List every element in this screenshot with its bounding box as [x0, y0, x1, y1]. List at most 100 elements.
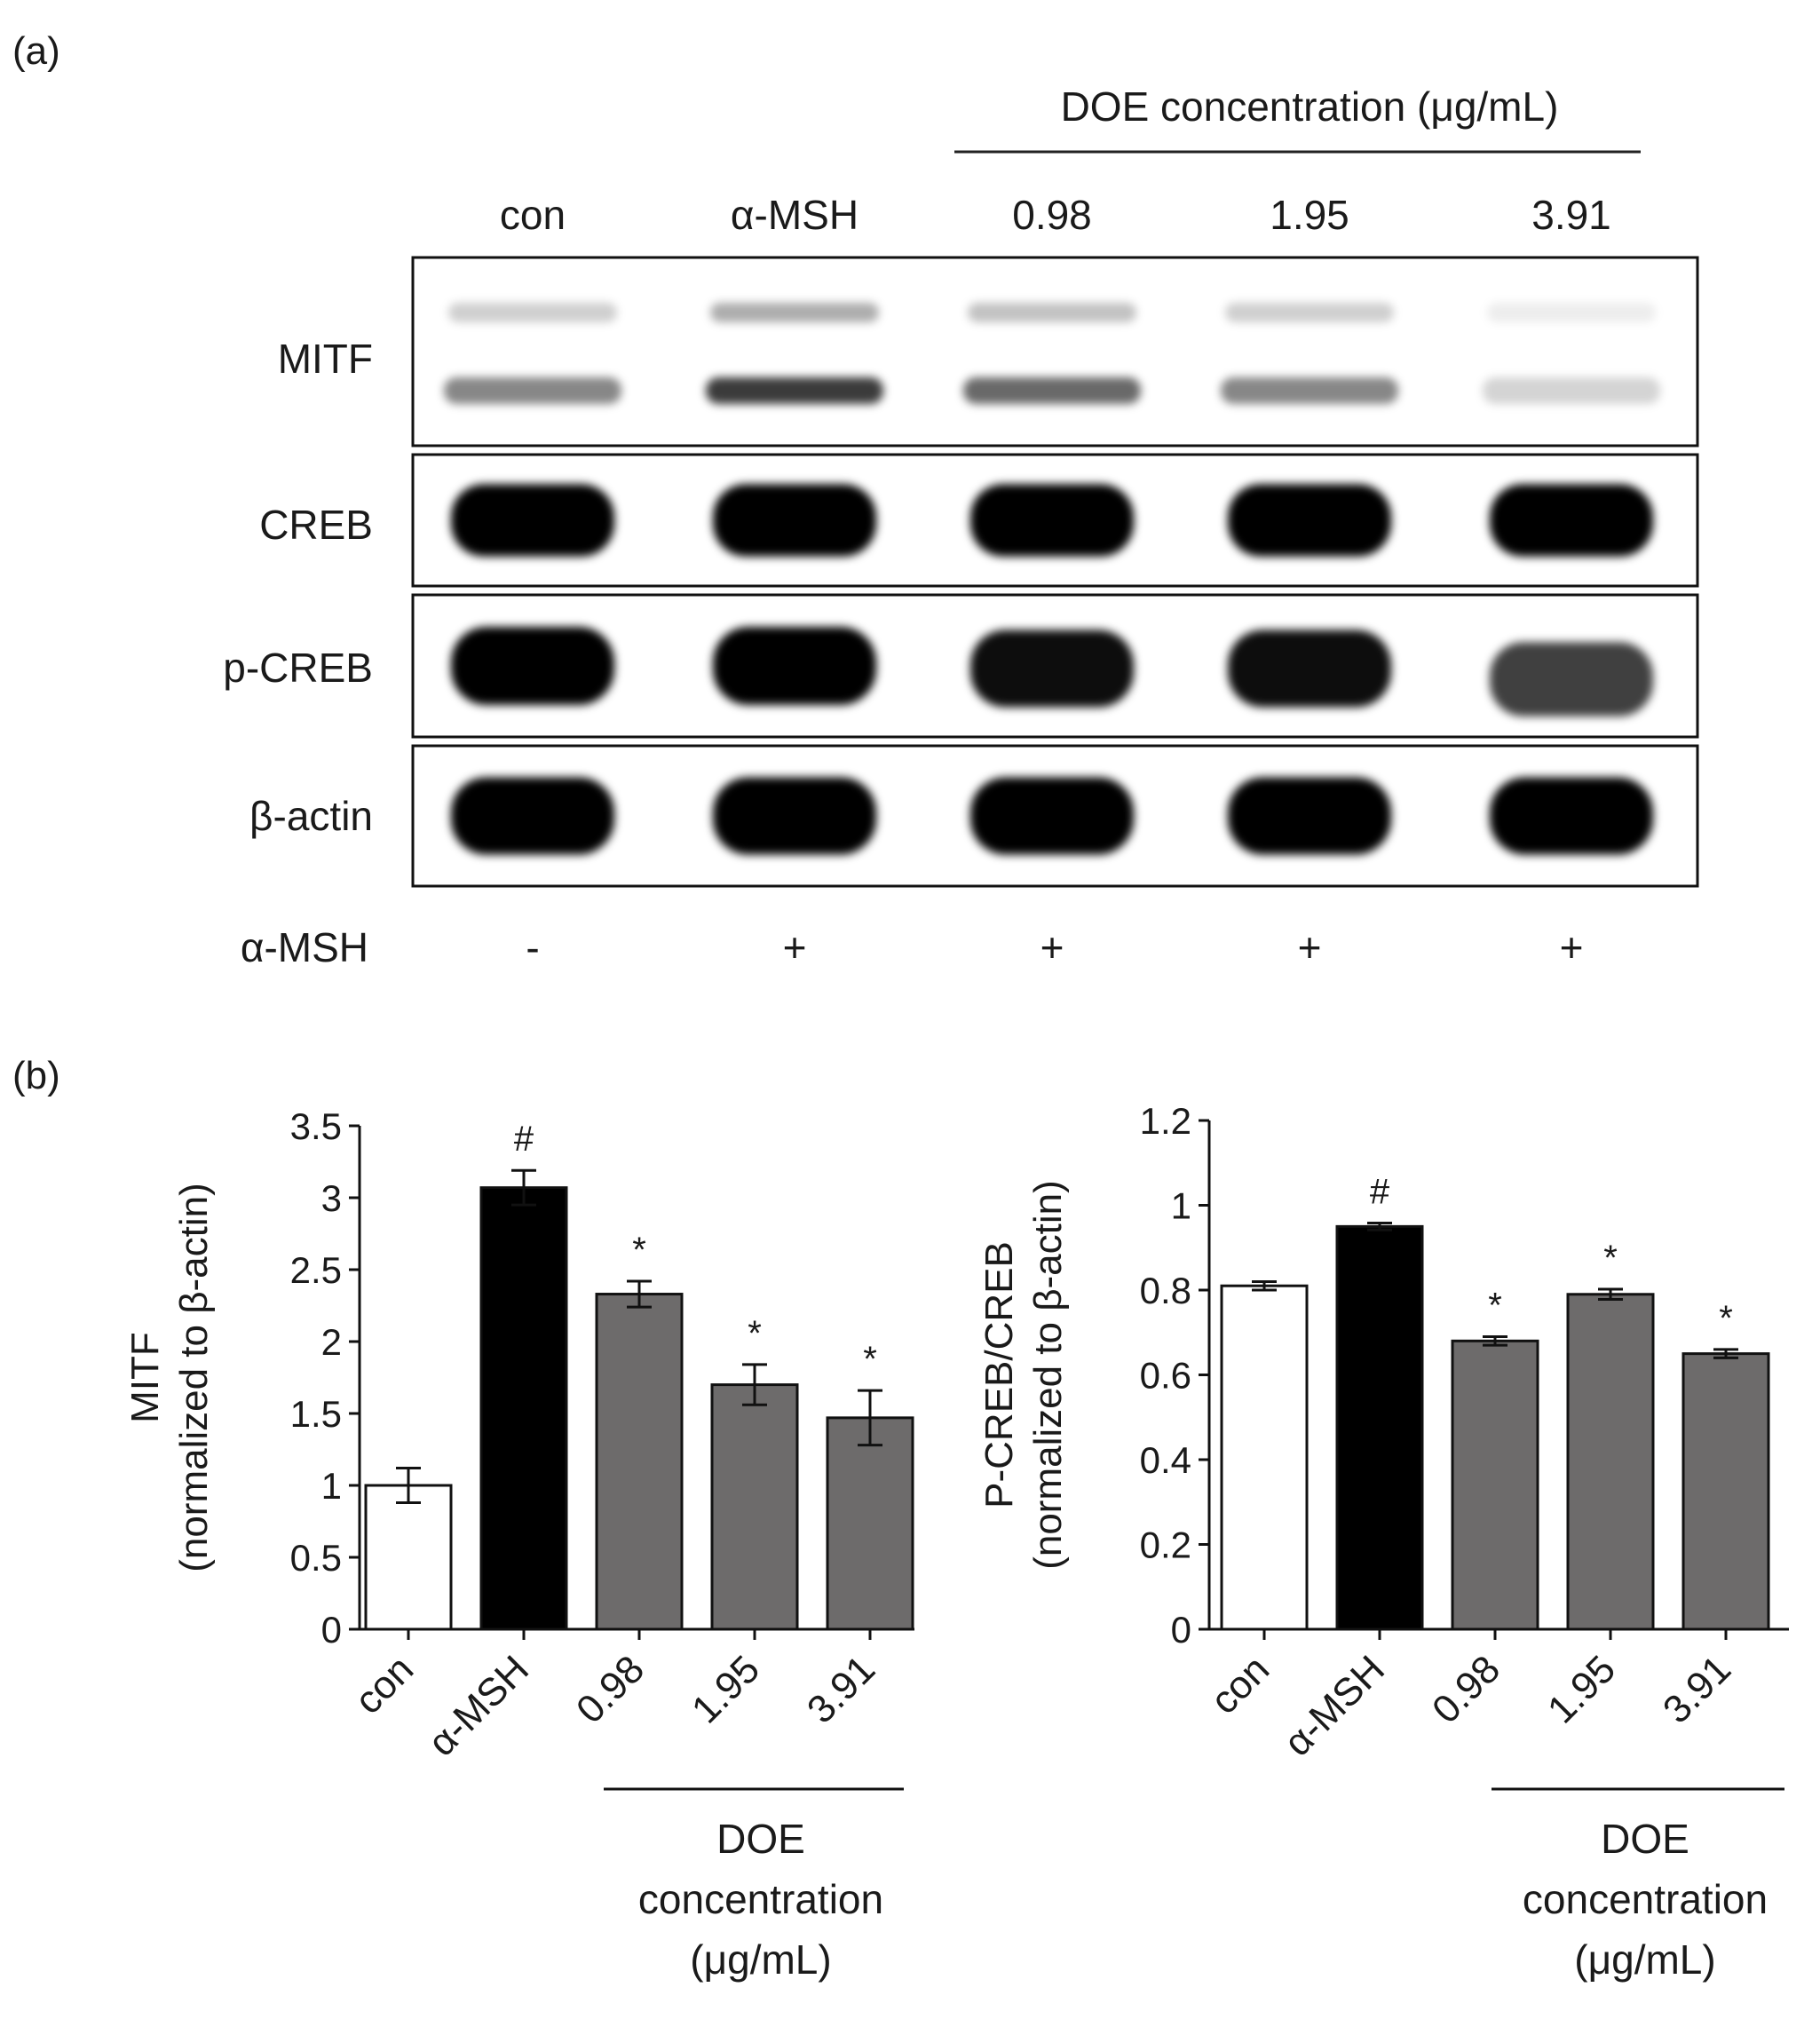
y-tick-label: 0.5 [290, 1537, 342, 1579]
y-tick-label: 1.2 [1140, 1100, 1191, 1142]
blot-band [713, 627, 876, 705]
blot-2: p-CREB [223, 593, 1699, 739]
treatment-row: - + + + + [526, 924, 1583, 970]
y-tick-label: 2 [321, 1321, 342, 1363]
blot-band [1228, 629, 1391, 708]
significance-mark: # [514, 1120, 534, 1159]
x-tick-label: 3.91 [799, 1647, 883, 1731]
y-axis-label: (normalized to β-actin) [172, 1183, 216, 1572]
significance-mark: * [1603, 1239, 1618, 1278]
bar [595, 1293, 684, 1631]
doe-group-label: concentration [1523, 1876, 1768, 1922]
pcreb-creb-bar-chart: 0 0.2 0.4 0.6 0.8 1 1.2 P-CREB/CREB (normalized … [977, 1100, 1789, 1983]
western-blots: MITF CREB p-CREB β-actin [223, 256, 1699, 888]
bar [1451, 1339, 1539, 1631]
y-tick-label: 1 [1171, 1185, 1191, 1227]
y-tick-label: 0.2 [1140, 1524, 1191, 1566]
blot-band [1228, 777, 1391, 855]
bar [710, 1383, 799, 1631]
y-tick-label: 0 [1171, 1609, 1191, 1651]
x-tick-label: con [1202, 1647, 1278, 1722]
significance-mark: * [748, 1314, 762, 1353]
lane-label: α-MSH [731, 192, 859, 238]
bar [1566, 1293, 1655, 1631]
y-tick-label: 0 [321, 1609, 342, 1651]
treatment-sign: - [526, 924, 539, 970]
y-tick-label: 3.5 [290, 1105, 342, 1147]
blot-label: β-actin [249, 793, 373, 839]
blot-band [968, 303, 1136, 322]
lane-label: 1.95 [1270, 192, 1349, 238]
bar [1220, 1284, 1309, 1631]
x-tick-label: α-MSH [420, 1647, 537, 1764]
y-tick-label: 3 [321, 1177, 342, 1219]
treatment-row-label: α-MSH [241, 924, 368, 970]
treatment-sign: + [1560, 924, 1584, 970]
blot-band [451, 484, 614, 557]
y-tick-label: 0.6 [1140, 1355, 1191, 1397]
blot-frame [411, 256, 1699, 447]
doe-group-label: concentration [638, 1876, 883, 1922]
y-tick-label: 1.5 [290, 1393, 342, 1435]
y-axis-label: P-CREB/CREB [977, 1241, 1021, 1508]
blot-1: CREB [259, 453, 1699, 588]
blot-band [710, 303, 879, 322]
treatment-sign: + [1298, 924, 1322, 970]
x-tick-label: 0.98 [568, 1647, 653, 1731]
blot-label: MITF [278, 336, 373, 382]
blot-band [1487, 303, 1656, 322]
doe-group-label: (μg/mL) [1574, 1936, 1715, 1983]
blot-3: β-actin [249, 744, 1699, 888]
significance-mark: * [1488, 1287, 1502, 1326]
blot-band [1483, 377, 1660, 404]
panel-b-label: (b) [12, 1054, 60, 1097]
blot-band [444, 377, 621, 404]
y-tick-label: 2.5 [290, 1249, 342, 1291]
doe-group-label: DOE [716, 1816, 805, 1862]
lane-label: 0.98 [1012, 192, 1092, 238]
blot-band [448, 303, 617, 322]
blot-band [970, 777, 1134, 855]
bar [364, 1484, 453, 1631]
blot-band [713, 777, 876, 855]
blot-band [451, 777, 614, 855]
blot-band [1490, 777, 1653, 855]
blot-label: p-CREB [223, 645, 373, 691]
doe-concentration-header: DOE concentration (μg/mL) [1061, 83, 1559, 130]
blot-0: MITF [278, 256, 1699, 447]
blot-band [1225, 303, 1394, 322]
bar [479, 1186, 568, 1631]
y-axis-label: MITF [123, 1332, 167, 1423]
lane-labels: con α-MSH 0.98 1.95 3.91 [500, 192, 1611, 238]
y-tick-label: 1 [321, 1465, 342, 1507]
doe-group-label: DOE [1601, 1816, 1689, 1862]
x-tick-label: 0.98 [1424, 1647, 1508, 1731]
significance-mark: * [1719, 1299, 1733, 1338]
blot-band [970, 484, 1134, 557]
bar [1682, 1352, 1770, 1631]
bar [1335, 1224, 1424, 1631]
bar [826, 1416, 914, 1631]
blot-band [963, 377, 1141, 404]
y-tick-label: 0.4 [1140, 1439, 1191, 1481]
significance-mark: # [1370, 1173, 1390, 1212]
x-tick-label: 1.95 [1539, 1647, 1624, 1731]
treatment-sign: + [783, 924, 807, 970]
doe-group-label: (μg/mL) [690, 1936, 831, 1983]
blot-band [1490, 484, 1653, 557]
treatment-sign: + [1041, 924, 1064, 970]
x-tick-label: α-MSH [1276, 1647, 1393, 1764]
x-tick-label: 3.91 [1655, 1647, 1739, 1731]
blot-band [1221, 377, 1398, 404]
lane-label: 3.91 [1531, 192, 1611, 238]
panel-a-label: (a) [12, 29, 60, 73]
x-tick-label: con [346, 1647, 422, 1722]
x-tick-label: 1.95 [684, 1647, 768, 1731]
mitf-bar-chart: 0 0.5 1 1.5 2 2.5 3 3.5 MITF (normalized to β-act… [123, 1105, 914, 1983]
significance-mark: * [632, 1231, 646, 1270]
blot-label: CREB [259, 502, 373, 548]
blot-band [706, 377, 883, 404]
blot-band [451, 627, 614, 705]
blot-band [970, 629, 1134, 708]
